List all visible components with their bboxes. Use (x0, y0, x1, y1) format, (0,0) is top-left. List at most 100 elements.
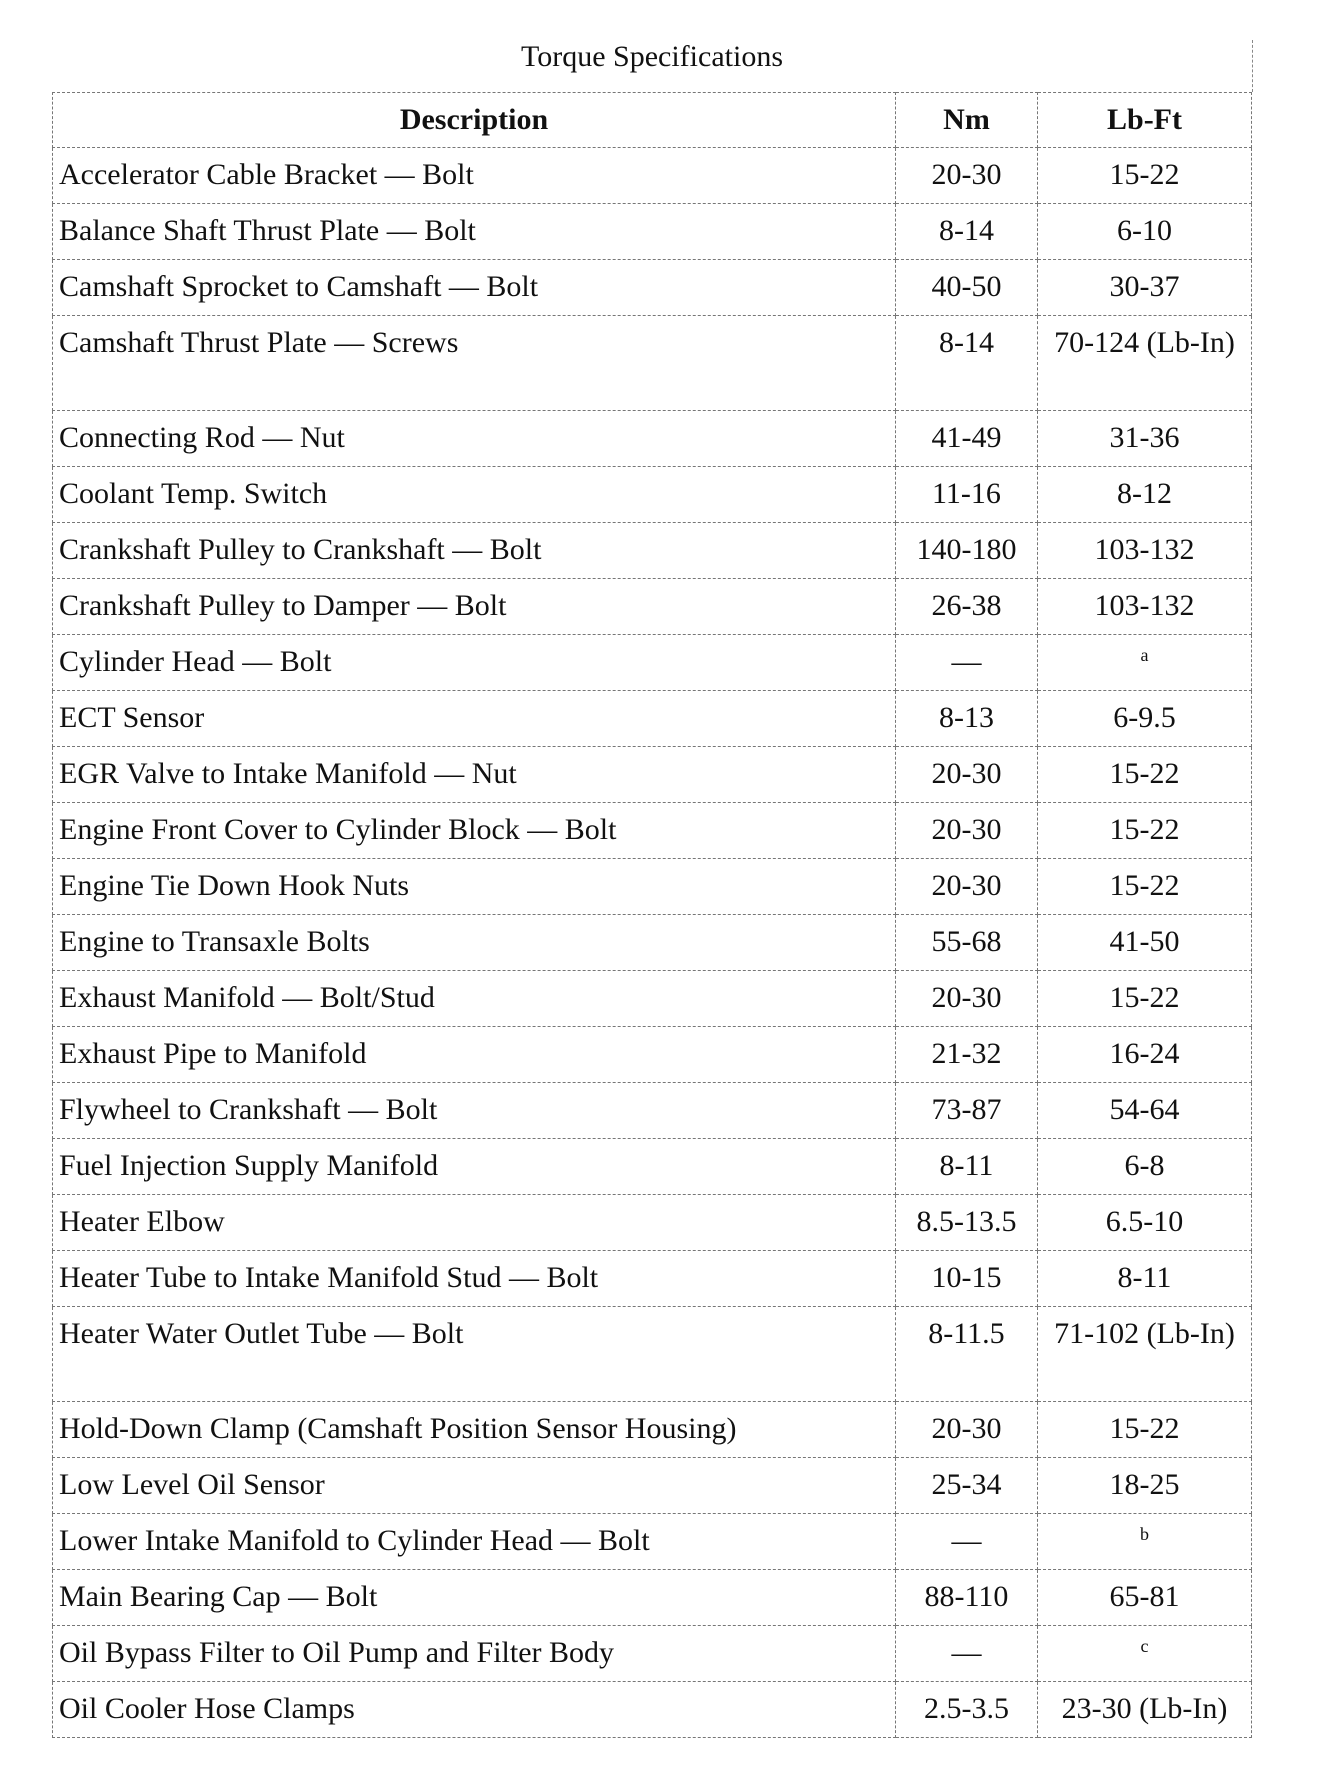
lbft-cell: 31-36 (1037, 410, 1252, 467)
description-cell: Engine to Transaxle Bolts (52, 914, 896, 971)
nm-cell: 73-87 (895, 1082, 1038, 1139)
table-row: Heater Elbow 8.5-13.5 6.5-10 (52, 1194, 1252, 1251)
nm-cell: — (895, 1513, 1038, 1570)
description-cell: Fuel Injection Supply Manifold (52, 1138, 896, 1195)
table-row: Connecting Rod — Nut 41-49 31-36 (52, 410, 1252, 467)
description-cell: ECT Sensor (52, 690, 896, 747)
table-row: Lower Intake Manifold to Cylinder Head —… (52, 1513, 1252, 1570)
lbft-cell: b (1037, 1513, 1252, 1570)
table-row: Crankshaft Pulley to Damper — Bolt 26-38 1… (52, 578, 1252, 635)
description-cell: Exhaust Pipe to Manifold (52, 1026, 896, 1083)
nm-cell: 8-14 (895, 315, 1038, 411)
table-row: Exhaust Manifold — Bolt/Stud 20-30 15-22 (52, 970, 1252, 1027)
description-cell: Lower Intake Manifold to Cylinder Head —… (52, 1513, 896, 1570)
nm-cell: 20-30 (895, 802, 1038, 859)
torque-table: Description Nm Lb-Ft Accelerator Cable B… (52, 92, 1252, 1738)
table-row: Heater Water Outlet Tube — Bolt 8-11.5 71-… (52, 1306, 1252, 1402)
table-row: Cylinder Head — Bolt — a (52, 634, 1252, 691)
lbft-cell: 65-81 (1037, 1569, 1252, 1626)
description-cell: Crankshaft Pulley to Damper — Bolt (52, 578, 896, 635)
nm-cell: 21-32 (895, 1026, 1038, 1083)
nm-cell: 20-30 (895, 1401, 1038, 1458)
table-row: EGR Valve to Intake Manifold — Nut 20-30 1… (52, 746, 1252, 803)
lbft-cell: 30-37 (1037, 259, 1252, 316)
lbft-cell: 23-30 (Lb-In) (1037, 1681, 1252, 1738)
table-row: Coolant Temp. Switch 11-16 8-12 (52, 466, 1252, 523)
nm-cell: 20-30 (895, 746, 1038, 803)
lbft-cell: 54-64 (1037, 1082, 1252, 1139)
table-row: Engine Front Cover to Cylinder Block — B… (52, 802, 1252, 859)
description-cell: Camshaft Sprocket to Camshaft — Bolt (52, 259, 896, 316)
lbft-cell: a (1037, 634, 1252, 691)
lbft-cell: 16-24 (1037, 1026, 1252, 1083)
table-title: Torque Specifications (521, 40, 783, 73)
nm-cell: 2.5-3.5 (895, 1681, 1038, 1738)
lbft-cell: 15-22 (1037, 1401, 1252, 1458)
nm-cell: 88-110 (895, 1569, 1038, 1626)
nm-cell: 8-11 (895, 1138, 1038, 1195)
description-cell: Oil Bypass Filter to Oil Pump and Filter… (52, 1625, 896, 1682)
column-header-nm: Nm (895, 92, 1038, 148)
nm-cell: 20-30 (895, 970, 1038, 1027)
nm-cell: 20-30 (895, 147, 1038, 204)
table-row: Camshaft Thrust Plate — Screws 8-14 70-124… (52, 315, 1252, 411)
lbft-cell: c (1037, 1625, 1252, 1682)
nm-cell: 20-30 (895, 858, 1038, 915)
lbft-cell: 18-25 (1037, 1457, 1252, 1514)
nm-cell: 41-49 (895, 410, 1038, 467)
description-cell: Flywheel to Crankshaft — Bolt (52, 1082, 896, 1139)
description-cell: Engine Front Cover to Cylinder Block — B… (52, 802, 896, 859)
description-cell: Crankshaft Pulley to Crankshaft — Bolt (52, 522, 896, 579)
lbft-cell: 6.5-10 (1037, 1194, 1252, 1251)
lbft-cell: 6-9.5 (1037, 690, 1252, 747)
nm-cell: 8-14 (895, 203, 1038, 260)
nm-cell: 40-50 (895, 259, 1038, 316)
description-cell: Heater Tube to Intake Manifold Stud — Bo… (52, 1250, 896, 1307)
table-row: Balance Shaft Thrust Plate — Bolt 8-14 6-1… (52, 203, 1252, 260)
description-cell: Heater Water Outlet Tube — Bolt (52, 1306, 896, 1402)
description-cell: Hold-Down Clamp (Camshaft Position Senso… (52, 1401, 896, 1458)
nm-cell: 8.5-13.5 (895, 1194, 1038, 1251)
footnote-marker: a (1140, 645, 1149, 665)
description-cell: Heater Elbow (52, 1194, 896, 1251)
table-row: Low Level Oil Sensor 25-34 18-25 (52, 1457, 1252, 1514)
nm-cell: 26-38 (895, 578, 1038, 635)
lbft-cell: 6-10 (1037, 203, 1252, 260)
description-cell: Connecting Rod — Nut (52, 410, 896, 467)
table-row: Engine Tie Down Hook Nuts 20-30 15-22 (52, 858, 1252, 915)
table-row: Main Bearing Cap — Bolt 88-110 65-81 (52, 1569, 1252, 1626)
table-row: Flywheel to Crankshaft — Bolt 73-87 54-64 (52, 1082, 1252, 1139)
lbft-cell: 70-124 (Lb-In) (1037, 315, 1252, 411)
lbft-cell: 6-8 (1037, 1138, 1252, 1195)
lbft-cell: 15-22 (1037, 147, 1252, 204)
nm-cell: 140-180 (895, 522, 1038, 579)
lbft-cell: 8-12 (1037, 466, 1252, 523)
description-cell: Exhaust Manifold — Bolt/Stud (52, 970, 896, 1027)
description-cell: Oil Cooler Hose Clamps (52, 1681, 896, 1738)
nm-cell: 8-13 (895, 690, 1038, 747)
nm-cell: 8-11.5 (895, 1306, 1038, 1402)
table-row: Engine to Transaxle Bolts 55-68 41-50 (52, 914, 1252, 971)
table-row: Exhaust Pipe to Manifold 21-32 16-24 (52, 1026, 1252, 1083)
lbft-cell: 41-50 (1037, 914, 1252, 971)
table-row: Heater Tube to Intake Manifold Stud — Bo… (52, 1250, 1252, 1307)
table-row: Camshaft Sprocket to Camshaft — Bolt 40-5… (52, 259, 1252, 316)
nm-cell: 10-15 (895, 1250, 1038, 1307)
nm-cell: — (895, 634, 1038, 691)
description-cell: Camshaft Thrust Plate — Screws (52, 315, 896, 411)
description-cell: Engine Tie Down Hook Nuts (52, 858, 896, 915)
table-row: Oil Cooler Hose Clamps 2.5-3.5 23-30 (Lb-I… (52, 1681, 1252, 1738)
nm-cell: 55-68 (895, 914, 1038, 971)
lbft-cell: 103-132 (1037, 522, 1252, 579)
lbft-cell: 15-22 (1037, 746, 1252, 803)
description-cell: Cylinder Head — Bolt (52, 634, 896, 691)
description-cell: Main Bearing Cap — Bolt (52, 1569, 896, 1626)
footnote-marker: b (1140, 1524, 1149, 1544)
description-cell: Low Level Oil Sensor (52, 1457, 896, 1514)
table-row: Crankshaft Pulley to Crankshaft — Bolt 14… (52, 522, 1252, 579)
column-header-lbft: Lb-Ft (1037, 92, 1252, 148)
nm-cell: — (895, 1625, 1038, 1682)
description-cell: EGR Valve to Intake Manifold — Nut (52, 746, 896, 803)
table-row: Oil Bypass Filter to Oil Pump and Filter… (52, 1625, 1252, 1682)
header-row: Description Nm Lb-Ft (52, 92, 1252, 148)
